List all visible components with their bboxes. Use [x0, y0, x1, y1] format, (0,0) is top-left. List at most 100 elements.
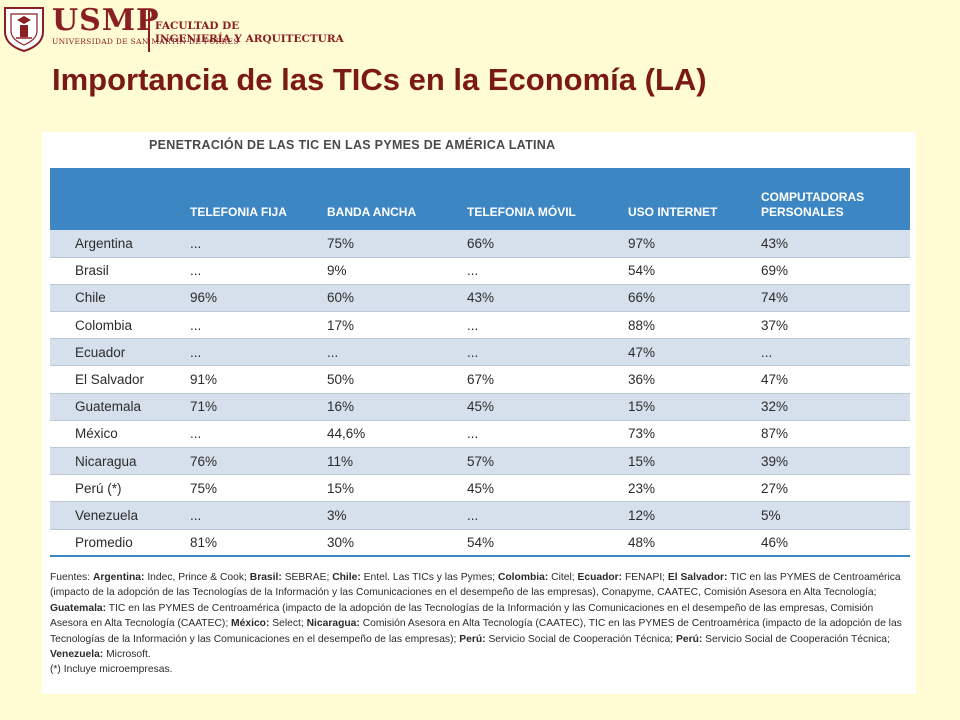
row-value-cell: ...	[467, 338, 628, 367]
footnote: (*) Incluye microempresas.	[50, 664, 173, 676]
column-header-personal-computers: COMPUTADORAS PERSONALES	[761, 190, 865, 219]
row-value-cell: ...	[467, 420, 628, 449]
row-value-cell: ...	[190, 420, 327, 449]
note-source-label: Nicaragua:	[306, 618, 360, 630]
row-country-cell: Guatemala	[50, 393, 190, 421]
note-source-text: Citel;	[548, 572, 578, 583]
table-row: Chile 96% 60% 43% 66% 74%	[50, 284, 910, 313]
table-row: Colombia... 17%... 88% 37%	[50, 311, 910, 340]
table-body: Argentina... 75% 66% 97% 43% Brasil... 9%... 54…	[50, 230, 910, 558]
row-value-cell: 60%	[327, 284, 467, 313]
university-logo: USMP UNIVERSIDAD DE SAN MARTÍN DE PORRES…	[0, 0, 344, 60]
row-value-cell: 54%	[628, 257, 761, 285]
note-source-text: Entel. Las TICs y las Pymes;	[360, 572, 498, 583]
note-source-text: TIC en las PYMES de Centroamérica (impac…	[50, 572, 901, 599]
table-row: Nicaragua 76% 11% 57% 15% 39%	[50, 447, 910, 476]
note-source-text: Servicio Social de Cooperación Técnica;	[485, 633, 676, 645]
note-label: Fuentes:	[50, 572, 91, 583]
university-seal-icon	[4, 7, 44, 52]
row-country-cell: El Salvador	[50, 365, 190, 394]
row-value-cell: 3%	[327, 501, 467, 530]
table-row: Brasil... 9%... 54% 69%	[50, 257, 910, 285]
row-value-cell: 76%	[190, 447, 327, 476]
table-wrapper: TELEFONIA FIJA BANDA ANCHA TELEFONIA MÓV…	[50, 168, 910, 558]
row-value-cell: ...	[190, 230, 327, 258]
row-value-cell: 11%	[327, 447, 467, 476]
note-source-label: México:	[231, 618, 270, 630]
note-source-text: TIC en las PYMES de Centroamérica (impac…	[50, 602, 874, 630]
row-value-cell: 5%	[761, 501, 910, 530]
row-value-cell: 12%	[628, 501, 761, 530]
note-source-label: Ecuador:	[577, 572, 623, 583]
row-value-cell: 16%	[327, 393, 467, 421]
logo-wordmark: USMP	[52, 3, 160, 38]
row-value-cell: 75%	[190, 474, 327, 503]
row-value-cell: 45%	[467, 474, 628, 503]
row-value-cell: 81%	[190, 529, 327, 558]
row-value-cell: 32%	[761, 393, 910, 421]
row-value-cell: 36%	[628, 365, 761, 394]
row-value-cell: 88%	[628, 311, 761, 340]
note-source-label: Chile:	[332, 572, 361, 583]
row-value-cell: 23%	[628, 474, 761, 503]
row-value-cell: 66%	[467, 230, 628, 258]
row-value-cell: 46%	[761, 529, 910, 558]
row-value-cell: 48%	[628, 529, 761, 558]
faculty-line-1: FACULTAD DE	[155, 20, 240, 32]
table-row: Ecuador......... 47%...	[50, 338, 910, 367]
logo-subtitle: UNIVERSIDAD DE SAN MARTÍN DE PORRES	[52, 37, 239, 46]
table-row: México... 44,6%... 73% 87%	[50, 420, 910, 449]
row-country-cell: México	[50, 420, 190, 449]
note-source-text: Microsoft.	[103, 649, 151, 661]
column-header-internet-use: USO INTERNET	[628, 205, 718, 219]
note-source-label: Venezuela:	[50, 649, 104, 661]
table-figure: PENETRACIÓN DE LAS TIC EN LAS PYMES DE A…	[42, 132, 916, 694]
note-source-label: Perú:	[459, 633, 486, 645]
row-value-cell: 71%	[190, 393, 327, 421]
row-value-cell: 17%	[327, 311, 467, 340]
column-header-country	[50, 168, 190, 230]
row-country-cell: Perú (*)	[50, 474, 190, 503]
note-source-text: Indec, Prince & Cook;	[144, 572, 250, 583]
row-country-cell: Promedio	[50, 529, 190, 558]
row-value-cell: 66%	[628, 284, 761, 313]
row-value-cell: 74%	[761, 284, 910, 313]
row-country-cell: Chile	[50, 284, 190, 313]
row-value-cell: ...	[190, 501, 327, 530]
row-value-cell: 91%	[190, 365, 327, 394]
row-value-cell: 15%	[628, 393, 761, 421]
note-source-text: SEBRAE;	[281, 572, 333, 583]
row-value-cell: 37%	[761, 311, 910, 340]
row-value-cell: 57%	[467, 447, 628, 476]
row-value-cell: ...	[327, 338, 467, 367]
row-value-cell: 15%	[628, 447, 761, 476]
row-value-cell: 43%	[761, 230, 910, 258]
logo-divider	[148, 10, 150, 52]
row-country-cell: Colombia	[50, 311, 190, 340]
note-source-label: Argentina:	[92, 572, 145, 583]
row-value-cell: 97%	[628, 230, 761, 258]
note-source-label: Colombia:	[497, 572, 549, 583]
table-header-row: TELEFONIA FIJA BANDA ANCHA TELEFONIA MÓV…	[50, 168, 910, 230]
note-source-text: Select;	[269, 618, 307, 630]
row-value-cell: 73%	[628, 420, 761, 449]
row-value-cell: 30%	[327, 529, 467, 558]
row-country-cell: Venezuela	[50, 501, 190, 530]
table-row: Argentina... 75% 66% 97% 43%	[50, 230, 910, 258]
row-value-cell: ...	[190, 311, 327, 340]
faculty-name: FACULTAD DE INGENIERÍA Y ARQUITECTURA	[155, 20, 344, 46]
table-row: El Salvador 91% 50% 67% 36% 47%	[50, 365, 910, 394]
note-source-text: Comisión Asesora en Alta Tecnología (CAA…	[50, 618, 902, 645]
row-value-cell: 67%	[467, 365, 628, 394]
row-country-cell: Argentina	[50, 230, 190, 258]
note-source-text: FENAPI;	[622, 572, 668, 583]
row-value-cell: 39%	[761, 447, 910, 476]
row-country-cell: Nicaragua	[50, 447, 190, 476]
row-value-cell: ...	[190, 338, 327, 367]
note-source-label: Perú:	[675, 633, 703, 645]
row-value-cell: 45%	[467, 393, 628, 421]
table-row: Venezuela... 3%... 12% 5%	[50, 501, 910, 530]
row-value-cell: 69%	[761, 257, 910, 285]
column-header-broadband: BANDA ANCHA	[327, 205, 417, 219]
table-row: Guatemala 71% 16% 45% 15% 32%	[50, 393, 910, 421]
